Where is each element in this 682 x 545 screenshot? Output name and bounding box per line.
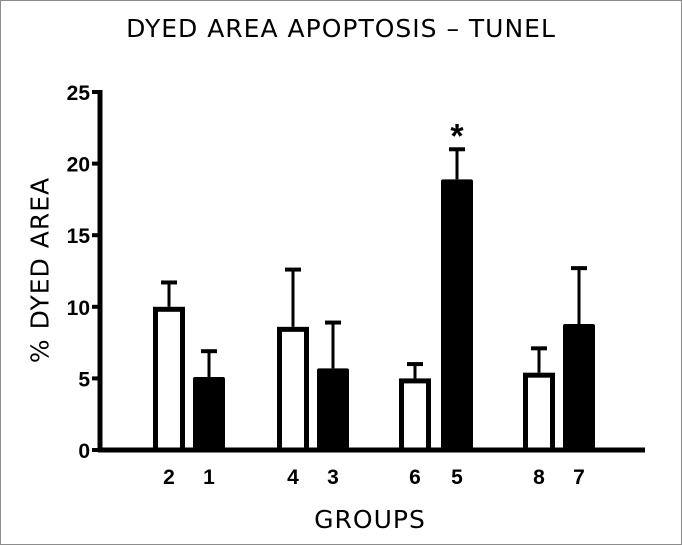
bar-filled xyxy=(441,179,473,451)
significance-asterisk: * xyxy=(450,117,464,155)
x-category-label: 6 xyxy=(409,466,421,489)
y-tick-label: 25 xyxy=(67,82,91,105)
y-tick-label: 5 xyxy=(78,368,90,391)
bar-filled xyxy=(317,368,349,450)
x-category-label: 8 xyxy=(533,466,545,489)
y-tick-label: 0 xyxy=(78,440,90,463)
x-category-label: 3 xyxy=(327,466,339,489)
x-axis-label: GROUPS xyxy=(314,505,426,534)
y-tick-label: 15 xyxy=(67,225,91,248)
x-category-label: 1 xyxy=(203,466,215,489)
y-tick-label: 20 xyxy=(67,154,90,177)
bar-open xyxy=(277,326,309,453)
bar-open xyxy=(523,372,555,453)
bar-filled xyxy=(193,376,225,450)
y-tick-label: 10 xyxy=(67,297,90,320)
chart-title: DYED AREA APOPTOSIS – TUNEL xyxy=(126,14,556,43)
bar-open xyxy=(399,378,431,453)
x-category-label: 2 xyxy=(163,466,175,489)
x-category-label: 5 xyxy=(451,466,463,489)
x-category-label: 4 xyxy=(287,466,299,489)
bar-open xyxy=(153,306,185,453)
bar-filled xyxy=(563,323,595,450)
x-category-label: 7 xyxy=(573,466,585,489)
